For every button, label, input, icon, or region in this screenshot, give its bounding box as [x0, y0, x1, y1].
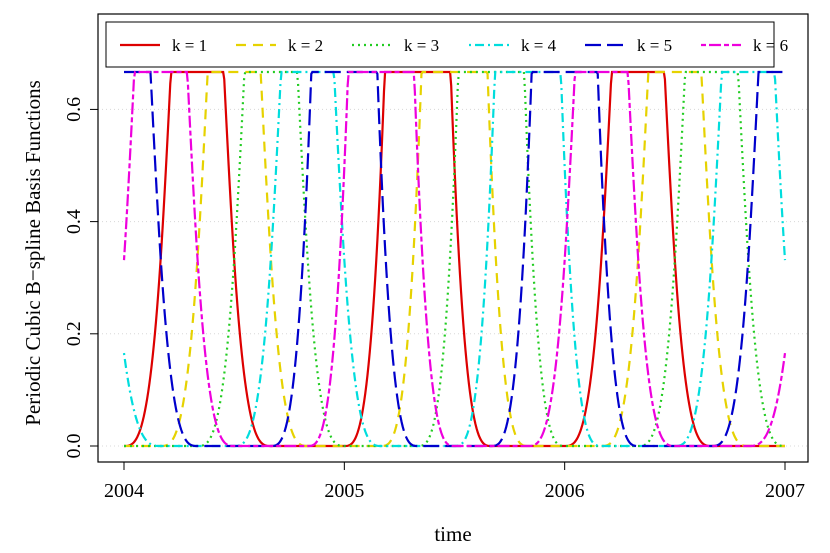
series-line-k3	[124, 70, 786, 448]
y-tick-label-2: 0.4	[63, 209, 85, 234]
series-lines	[122, 70, 787, 448]
x-axis: 2004 2005 2006 2007	[104, 461, 805, 502]
legend-label-k6: k = 6	[753, 36, 788, 55]
x-tick-label-3: 2007	[765, 480, 805, 502]
legend-label-k4: k = 4	[521, 36, 557, 55]
legend: k = 1 k = 2 k = 3 k = 4 k = 5 k = 6	[105, 21, 788, 68]
gridlines	[98, 108, 808, 447]
series-line-k2	[124, 70, 785, 448]
legend-label-k2: k = 2	[288, 36, 323, 55]
legend-label-k5: k = 5	[637, 36, 672, 55]
x-tick-label-1: 2005	[324, 480, 364, 502]
x-axis-title: time	[434, 522, 471, 546]
legend-box	[105, 21, 775, 68]
y-axis: 0.0 0.2 0.4 0.6	[63, 97, 99, 459]
y-axis-title: Periodic Cubic B−spline Basis Functions	[21, 80, 45, 426]
x-tick-label-0: 2004	[104, 480, 144, 502]
legend-label-k1: k = 1	[172, 36, 207, 55]
y-tick-label-0: 0.0	[63, 434, 85, 459]
legend-label-k3: k = 3	[404, 36, 439, 55]
series-line-k6	[122, 70, 787, 448]
x-tick-label-2: 2006	[545, 480, 585, 502]
y-tick-label-3: 0.6	[63, 97, 85, 122]
y-tick-label-1: 0.2	[63, 321, 85, 346]
